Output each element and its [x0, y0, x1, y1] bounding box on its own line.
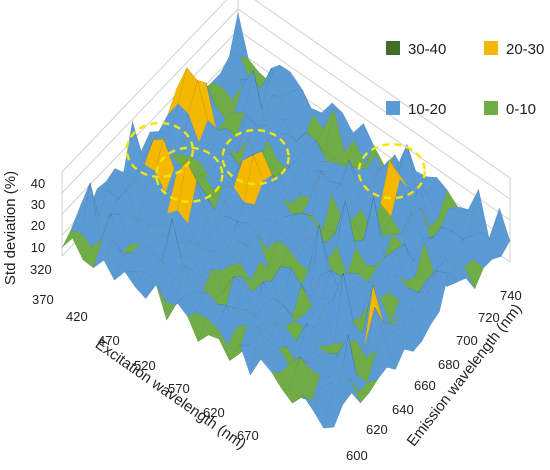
- surface-cell: [402, 308, 423, 352]
- legend-swatch-10-20: [386, 101, 400, 115]
- y-tick-label: 680: [438, 357, 460, 372]
- y-tick-label: 620: [366, 422, 388, 437]
- legend-label: 30-40: [408, 41, 446, 58]
- highlight-circles: [125, 121, 427, 204]
- gridline: [237, 29, 511, 221]
- surface-cell: [472, 244, 493, 269]
- x-tick-label: 620: [203, 405, 225, 420]
- legend-label: 0-10: [506, 101, 536, 118]
- gridline: [237, 8, 511, 200]
- legend-swatch-0-10: [484, 101, 498, 115]
- legend-label: 10-20: [408, 101, 446, 118]
- y-tick-label: 720: [478, 310, 500, 325]
- legend-label: 20-30: [506, 41, 544, 58]
- x-tick-label: 520: [134, 358, 156, 373]
- highlight-circle: [357, 143, 427, 200]
- surface-cell: [331, 392, 353, 406]
- z-tick-label: 30: [31, 197, 45, 212]
- y-tick-label: 660: [414, 378, 436, 393]
- gridline: [61, 29, 239, 215]
- highlight-circle: [221, 128, 290, 186]
- highlight-circle: [125, 121, 194, 179]
- gridline: [61, 8, 239, 194]
- legend-swatch-30-40: [386, 41, 400, 55]
- x-tick-label: 370: [32, 292, 54, 307]
- highlight-circle: [155, 146, 224, 204]
- legend-swatch-20-30: [484, 41, 498, 55]
- x-tick-label: 670: [237, 428, 259, 443]
- gridline: [61, 0, 228, 173]
- y-tick-label: 600: [346, 448, 368, 463]
- z-tick-label: 10: [31, 240, 45, 255]
- y-tick-label: 700: [456, 333, 478, 348]
- y-tick-label: 640: [392, 402, 414, 417]
- z-tick-label: 20: [31, 218, 45, 233]
- x-tick-label: 570: [168, 381, 190, 396]
- gridline: [254, 0, 511, 179]
- surface-cell: [376, 337, 396, 370]
- z-tick-label: 40: [31, 176, 45, 191]
- z-axis-title: Std deviation (%): [2, 171, 19, 285]
- x-tick-label: 420: [66, 309, 88, 324]
- surface-cell: [455, 266, 475, 290]
- y-tick-label: 740: [500, 288, 522, 303]
- x-tick-label: 320: [30, 262, 52, 277]
- surface-cell: [323, 393, 344, 429]
- x-tick-label: 470: [98, 333, 120, 348]
